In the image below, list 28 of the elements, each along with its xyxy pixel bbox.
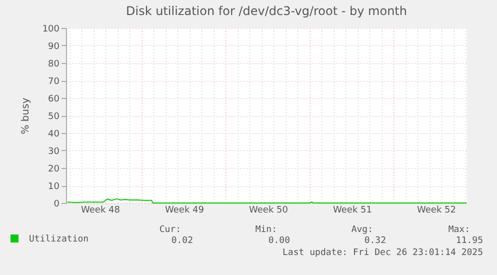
text: Cur: [159, 225, 181, 235]
y-tick-label: 60 [48, 94, 60, 104]
x-tick-label: Week 52 [417, 206, 456, 216]
y-axis-title: % busy [20, 98, 32, 134]
text: Avg: [351, 225, 373, 235]
y-tick-label: 50 [48, 112, 60, 122]
text: Last update: Fri Dec 26 23:01:14 2025 [282, 248, 483, 258]
text: 0.00 [268, 236, 290, 246]
y-tick-label: 80 [48, 60, 60, 70]
y-tick-label: 10 [48, 182, 60, 192]
text: Max: [448, 225, 470, 235]
text: Min: [255, 225, 277, 235]
legend-label: Utilization [29, 234, 89, 244]
y-tick-label: 100 [42, 24, 60, 34]
y-tick-label: 20 [48, 164, 60, 174]
chart-title: Disk utilization for /dev/dc3-vg/root - by month [126, 4, 407, 18]
y-tick-label: 30 [48, 147, 60, 157]
y-tick-label: 70 [48, 77, 60, 87]
y-tick-label: 40 [48, 130, 60, 140]
x-tick-label: Week 51 [333, 206, 372, 216]
text: 0.32 [364, 236, 386, 246]
x-tick-label: Week 48 [81, 206, 120, 216]
y-tick-label: 90 [48, 42, 60, 52]
x-tick-label: Week 49 [165, 206, 204, 216]
text: 0.02 [171, 236, 193, 246]
text: 11.95 [456, 236, 483, 246]
x-tick-label: Week 50 [249, 206, 288, 216]
y-tick-label: 0 [54, 200, 60, 210]
